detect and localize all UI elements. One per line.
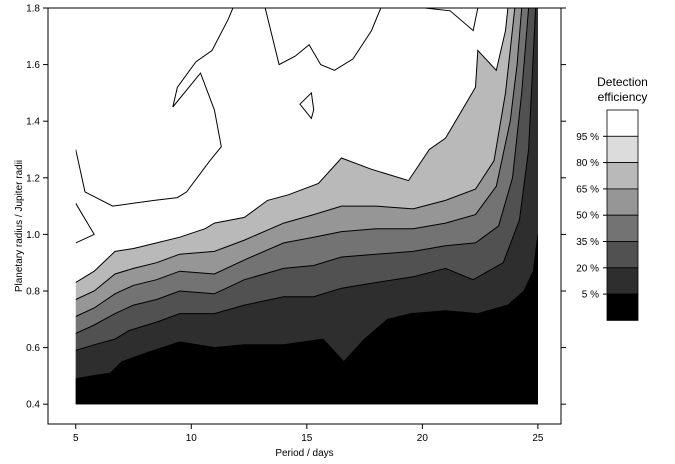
x-tick-label: 20 (417, 433, 429, 444)
x-tick-label: 5 (73, 433, 79, 444)
y-axis: 0.4 0.6 0.8 1.0 1.2 1.4 1.6 1.8 (26, 4, 566, 411)
contour-region-95-0 (75, 203, 95, 243)
contour-region-below-20 (75, 8, 538, 405)
y-tick-label: 1.0 (26, 230, 40, 241)
y-tick-label: 0.8 (26, 286, 40, 297)
colorbar-band (606, 135, 639, 164)
colorbar-title-line-1: Detection (597, 75, 648, 89)
contour-line-5-0 (75, 234, 538, 380)
contour-line-80-5 (75, 8, 509, 283)
contour-line-group (75, 8, 538, 380)
colorbar-label: 5 % (582, 290, 599, 301)
colorbar: Detection efficiency 95 % 80 % 65 % 50 % 35 … (576, 75, 648, 321)
x-tick-label: 25 (532, 433, 544, 444)
contour-region-group (75, 8, 538, 405)
colorbar-title-line-2: efficiency (598, 90, 648, 104)
x-tick-label: 15 (301, 433, 313, 444)
contour-region-95-1 (75, 8, 233, 207)
colorbar-band (606, 214, 639, 242)
colorbar-band (606, 293, 639, 321)
y-tick-label: 0.4 (26, 400, 40, 411)
colorbar-label: 65 % (576, 184, 599, 195)
contour-line-35-2 (75, 8, 530, 334)
colorbar-band (606, 162, 639, 190)
contour-line-20-1 (75, 8, 537, 351)
y-tick-label: 1.6 (26, 60, 40, 71)
colorbar-label: 50 % (576, 211, 599, 222)
y-tick-label: 1.4 (26, 117, 40, 128)
y-tick-label: 1.8 (26, 4, 40, 15)
y-tick-label: 0.6 (26, 343, 40, 354)
y-tick-label: 1.2 (26, 173, 40, 184)
x-axis: 5 10 15 20 25 (73, 424, 544, 444)
contour-region-95-2 (265, 8, 381, 71)
x-tick-label: 10 (186, 433, 198, 444)
colorbar-band (606, 188, 639, 216)
colorbar-band (606, 109, 639, 137)
x-axis-label: Period / days (275, 448, 333, 459)
contour-region-95-3 (299, 92, 314, 119)
contour-region-below-5 (75, 234, 538, 405)
contour-line-50-3 (75, 8, 523, 317)
y-axis-label: Planetary radius / Jupiter radii (14, 160, 25, 292)
contour-region-95-4 (424, 8, 478, 31)
plot-frame (47, 7, 562, 425)
contour-line-65-4 (75, 8, 516, 300)
contour-line-95-8 (264, 8, 382, 71)
colorbar-label: 95 % (576, 132, 599, 143)
colorbar-band (606, 267, 639, 295)
colorbar-label: 20 % (576, 263, 599, 274)
contour-line-95-10 (424, 8, 479, 32)
colorbar-label: 35 % (576, 237, 599, 248)
colorbar-labels: 95 % 80 % 65 % 50 % 35 % 20 % 5 % (576, 132, 607, 301)
contour-line-95-9 (299, 91, 315, 120)
contour-line-95-7 (75, 8, 234, 207)
colorbar-label: 80 % (576, 158, 599, 169)
colorbar-bands (606, 109, 639, 321)
contour-line-95-6 (75, 203, 95, 244)
colorbar-band (606, 241, 639, 269)
